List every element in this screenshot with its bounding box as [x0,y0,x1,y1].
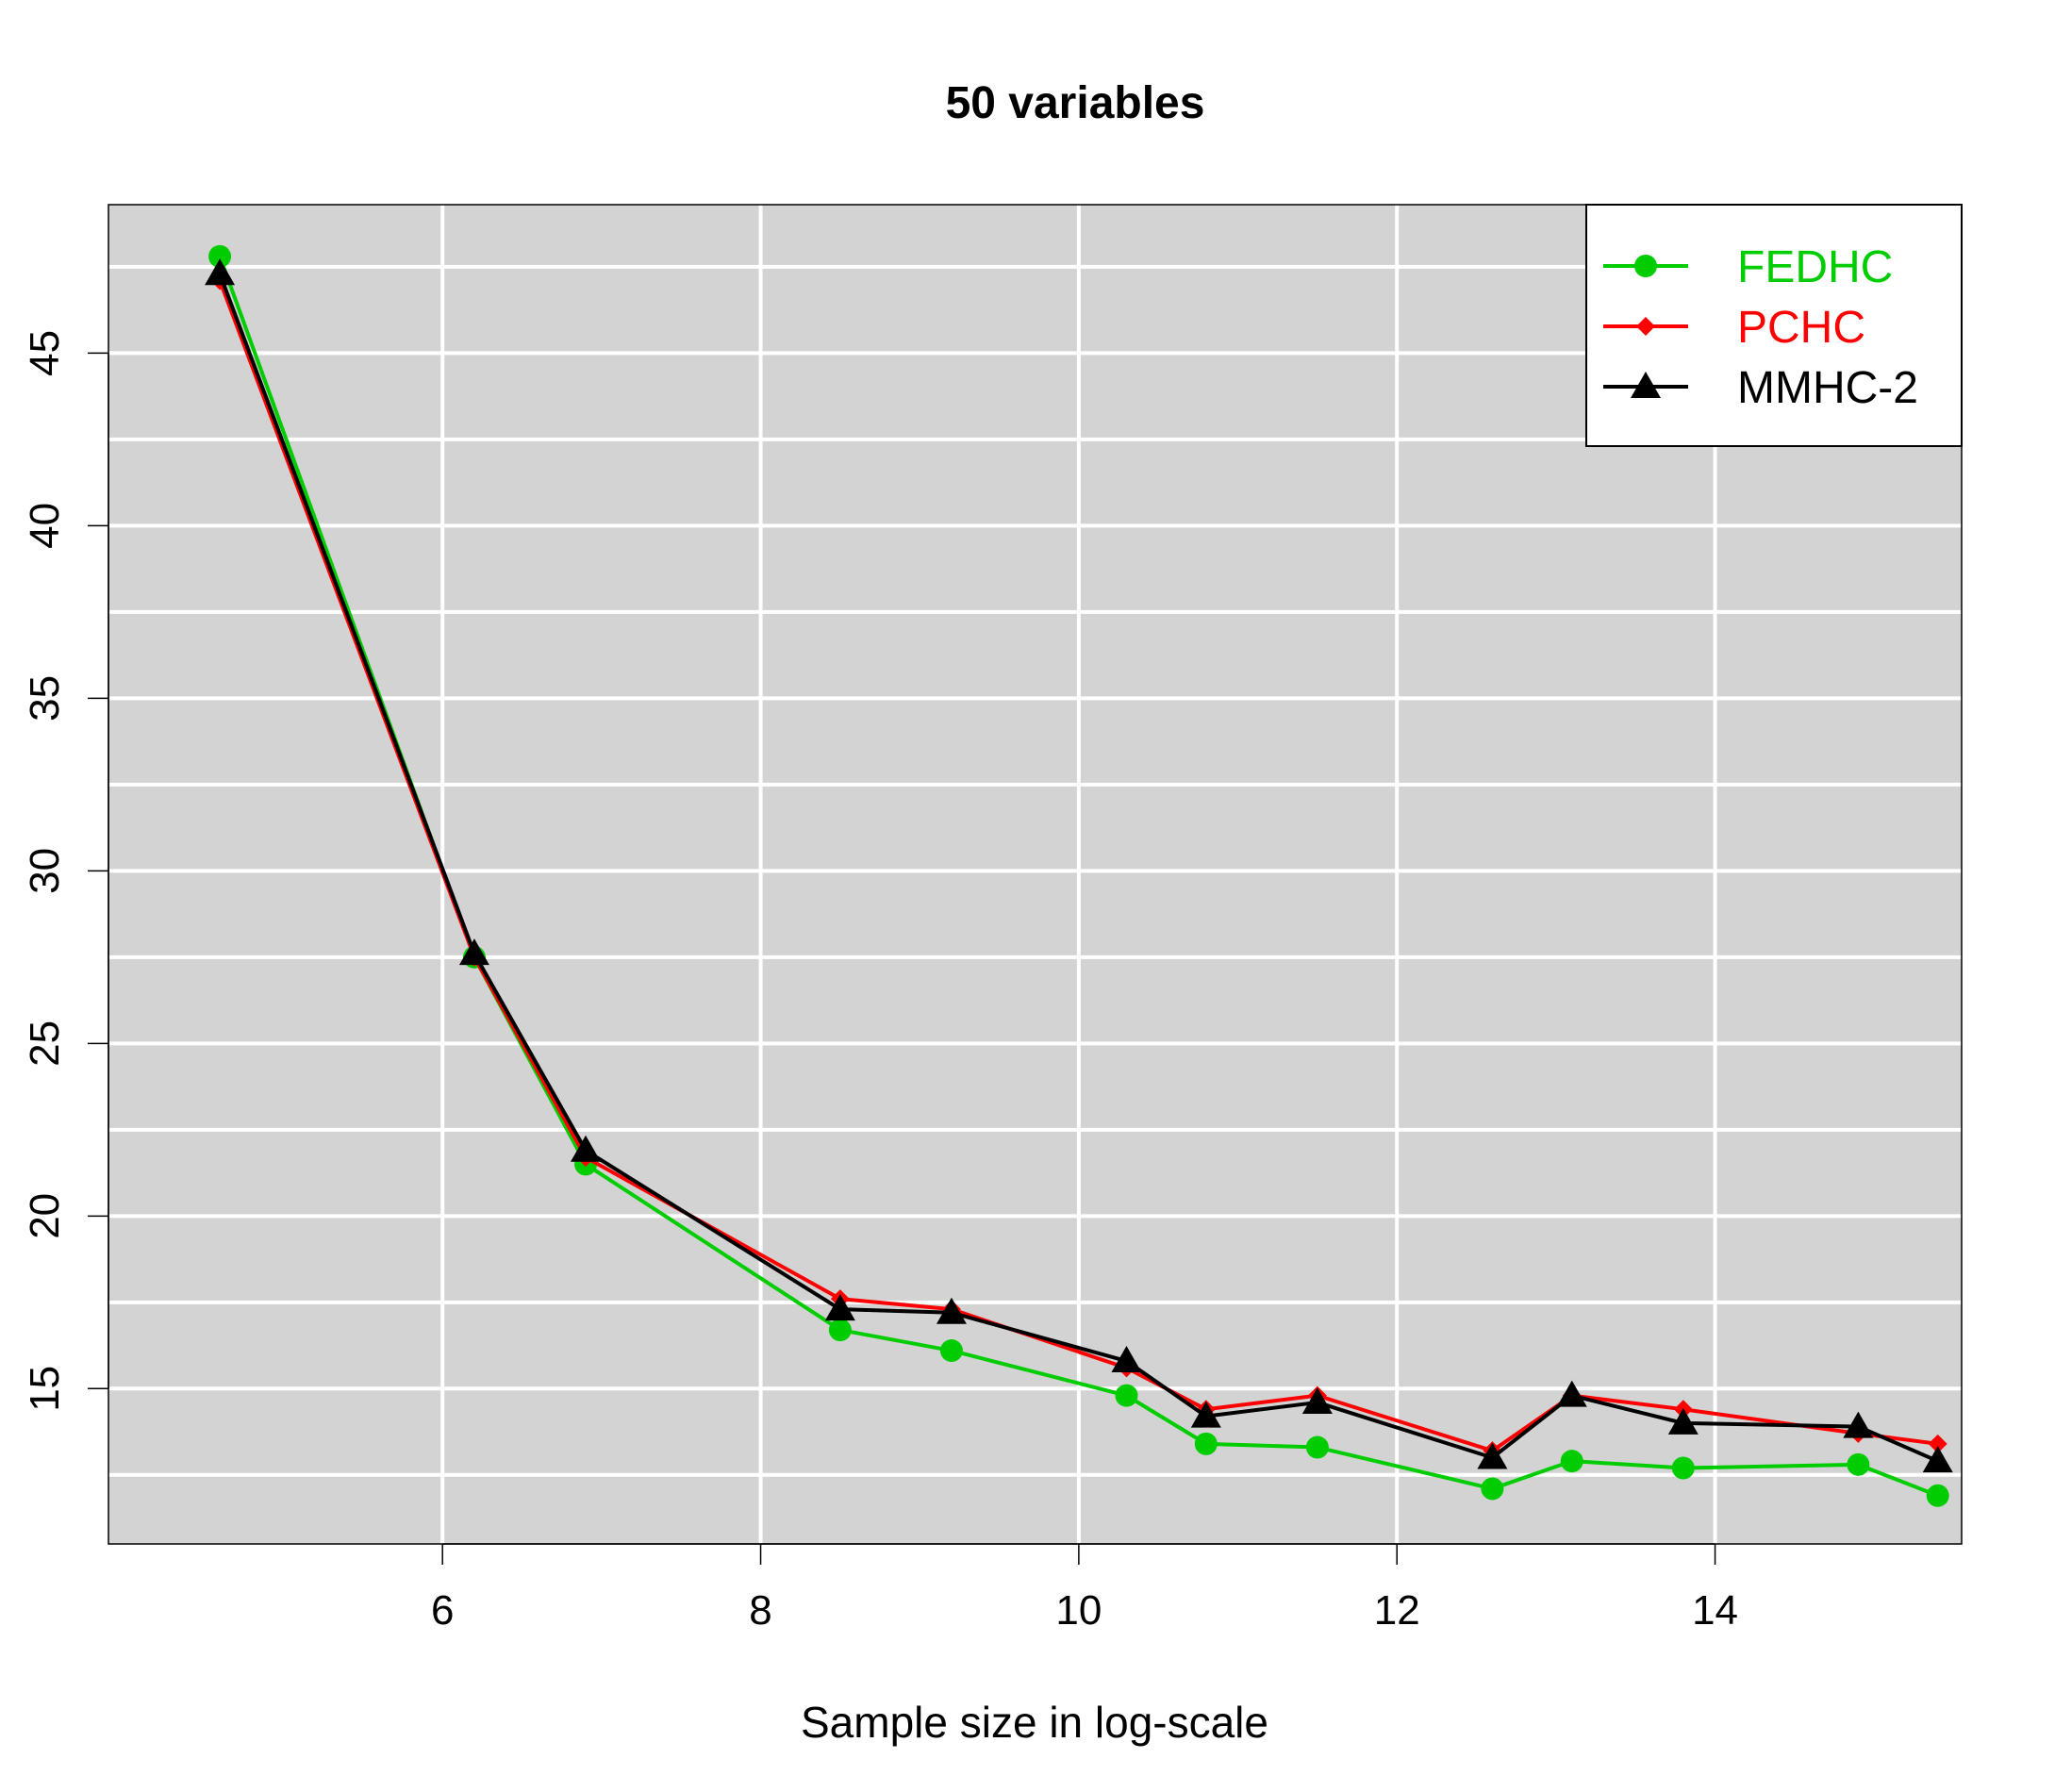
data-point [1560,1450,1583,1473]
y-tick-label: 20 [22,1193,68,1239]
legend-label: MMHC-2 [1737,363,1918,413]
y-tick-label: 40 [22,503,68,549]
legend-item: PCHC [1603,303,1865,353]
data-point [1111,1346,1142,1373]
chart-title: 50 variables [946,78,1205,128]
data-point [571,1135,602,1162]
data-point [458,938,489,966]
data-point [828,1319,852,1342]
data-point [1631,372,1661,398]
data-point [1481,1477,1504,1501]
data-point [1926,1484,1949,1507]
y-tick-label: 45 [22,330,68,376]
data-point [939,1339,963,1363]
data-point [1671,1456,1695,1480]
x-tick-label: 12 [1374,1587,1420,1634]
data-point [1305,1435,1329,1459]
data-point [1636,317,1655,336]
data-point [1928,1434,1947,1453]
data-point [1922,1446,1953,1473]
series-layer [205,244,1953,1507]
data-point [824,1294,855,1321]
x-tick-label: 10 [1055,1587,1102,1634]
y-axis: 15 20 25 30 35 40 45 [22,330,109,1412]
data-point [205,258,236,286]
data-point [1301,1386,1333,1414]
y-tick-label: 30 [22,848,68,894]
plot-border [108,204,1963,1545]
data-point [1190,1401,1221,1428]
data-point [1194,1432,1218,1455]
legend-item: FEDHC [1603,242,1893,292]
data-point [1477,1442,1508,1469]
data-point [1843,1411,1874,1438]
y-tick-label: 15 [22,1366,68,1412]
x-tick-label: 14 [1692,1587,1738,1634]
data-point [936,1297,967,1324]
legend: FEDHC PCHC MMHC-2 [1585,204,1963,447]
legend-item: MMHC-2 [1603,363,1918,413]
y-tick-label: 25 [22,1020,68,1067]
x-axis: 6 8 10 12 14 [431,1543,1738,1634]
legend-label: PCHC [1737,303,1865,353]
data-point [208,244,232,268]
series-mmhc-2 [205,258,1953,1473]
data-point [1115,1384,1138,1407]
data-point [1847,1452,1870,1476]
x-tick-label: 8 [749,1587,771,1634]
data-point [1667,1407,1699,1435]
y-tick-label: 35 [22,675,68,722]
data-point [1556,1380,1587,1407]
x-axis-label: Sample size in log-scale [801,1698,1268,1747]
data-point [1634,255,1657,277]
x-tick-label: 6 [431,1587,454,1634]
legend-label: FEDHC [1737,242,1893,292]
